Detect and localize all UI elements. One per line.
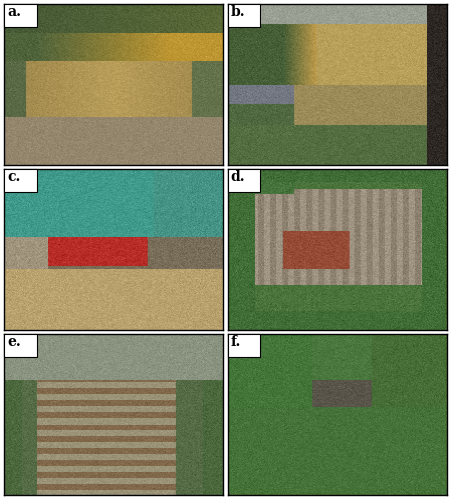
FancyBboxPatch shape	[227, 334, 260, 356]
FancyBboxPatch shape	[4, 4, 37, 26]
Text: c.: c.	[7, 170, 21, 184]
FancyBboxPatch shape	[4, 169, 37, 192]
FancyBboxPatch shape	[4, 334, 37, 356]
Text: a.: a.	[7, 5, 21, 19]
Text: e.: e.	[7, 335, 21, 349]
Text: b.: b.	[230, 5, 245, 19]
FancyBboxPatch shape	[227, 4, 260, 26]
FancyBboxPatch shape	[227, 169, 260, 192]
Text: d.: d.	[230, 170, 245, 184]
Text: f.: f.	[230, 335, 241, 349]
